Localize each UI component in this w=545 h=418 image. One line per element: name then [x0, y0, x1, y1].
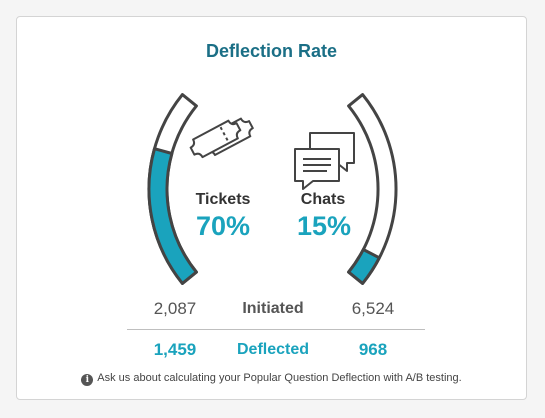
- footnote: i Ask us about calculating your Popular Q…: [17, 372, 526, 386]
- tickets-label: Tickets: [195, 191, 251, 208]
- tickets-gauge: [147, 93, 198, 285]
- chats-gauge-track: [347, 93, 398, 285]
- tickets-percentage: 70%: [195, 211, 251, 241]
- gauges-svg: [147, 93, 398, 285]
- chats-gauge-fill: [347, 248, 381, 285]
- footnote-text: Ask us about calculating your Popular Qu…: [97, 372, 462, 384]
- tickets-deflected-count: 1,459: [153, 340, 197, 359]
- tickets-gauge-fill: [147, 147, 198, 285]
- deflected-label: Deflected: [236, 341, 310, 358]
- chat-bubbles-icon: [294, 132, 355, 190]
- initiated-label: Initiated: [242, 300, 304, 317]
- deflection-rate-card: Deflection Rate Tickets 70% Chats 15%: [16, 16, 527, 400]
- ticket-icon: [189, 117, 254, 159]
- info-icon[interactable]: i: [81, 374, 94, 386]
- chats-deflected-count: 968: [358, 340, 388, 359]
- card-title: Deflection Rate: [205, 41, 338, 61]
- row-divider: [127, 329, 425, 330]
- chats-initiated-count: 6,524: [351, 299, 395, 318]
- tickets-initiated-count: 2,087: [153, 299, 197, 318]
- chats-percentage: 15%: [296, 211, 352, 241]
- chats-label: Chats: [300, 191, 346, 208]
- chats-gauge: [347, 93, 398, 285]
